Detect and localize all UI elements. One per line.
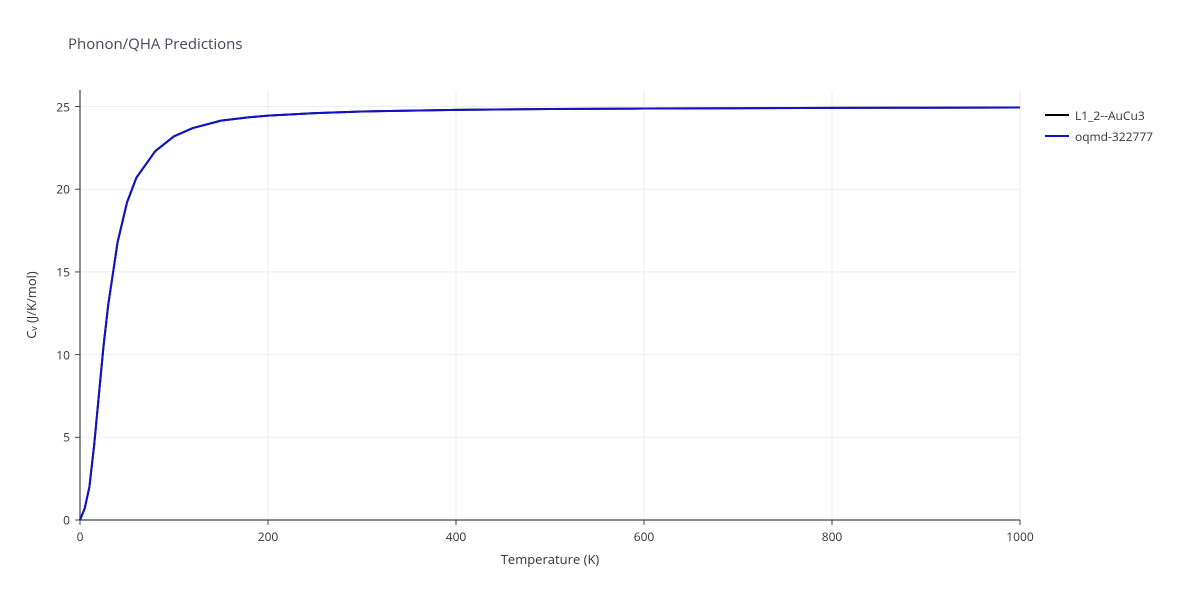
y-tick-label: 20 bbox=[40, 181, 70, 198]
x-tick-label: 600 bbox=[634, 528, 655, 545]
plot-svg bbox=[80, 90, 1020, 520]
y-axis-label: Cᵥ (J/K/mol) bbox=[22, 90, 42, 520]
chart-title: Phonon/QHA Predictions bbox=[68, 34, 243, 54]
legend-label: oqmd-322777 bbox=[1075, 128, 1153, 145]
x-tick-label: 400 bbox=[446, 528, 467, 545]
x-axis-label: Temperature (K) bbox=[80, 550, 1020, 568]
x-tick-label: 1000 bbox=[1006, 528, 1033, 545]
legend-swatch-icon bbox=[1045, 135, 1069, 137]
y-tick-label: 25 bbox=[40, 98, 70, 115]
legend-label: L1_2--AuCu3 bbox=[1075, 107, 1145, 124]
legend: L1_2--AuCu3 oqmd-322777 bbox=[1045, 107, 1153, 149]
x-tick-label: 200 bbox=[258, 528, 279, 545]
legend-swatch-icon bbox=[1045, 114, 1069, 116]
x-tick-label: 0 bbox=[77, 528, 84, 545]
y-tick-label: 10 bbox=[40, 346, 70, 363]
legend-item: oqmd-322777 bbox=[1045, 128, 1153, 144]
legend-item: L1_2--AuCu3 bbox=[1045, 107, 1153, 123]
plot-area bbox=[80, 90, 1020, 520]
y-tick-label: 0 bbox=[40, 512, 70, 529]
y-tick-label: 5 bbox=[40, 429, 70, 446]
y-tick-label: 15 bbox=[40, 263, 70, 280]
chart-container: Phonon/QHA Predictions Temperature (K) C… bbox=[0, 0, 1200, 600]
x-tick-label: 800 bbox=[822, 528, 843, 545]
